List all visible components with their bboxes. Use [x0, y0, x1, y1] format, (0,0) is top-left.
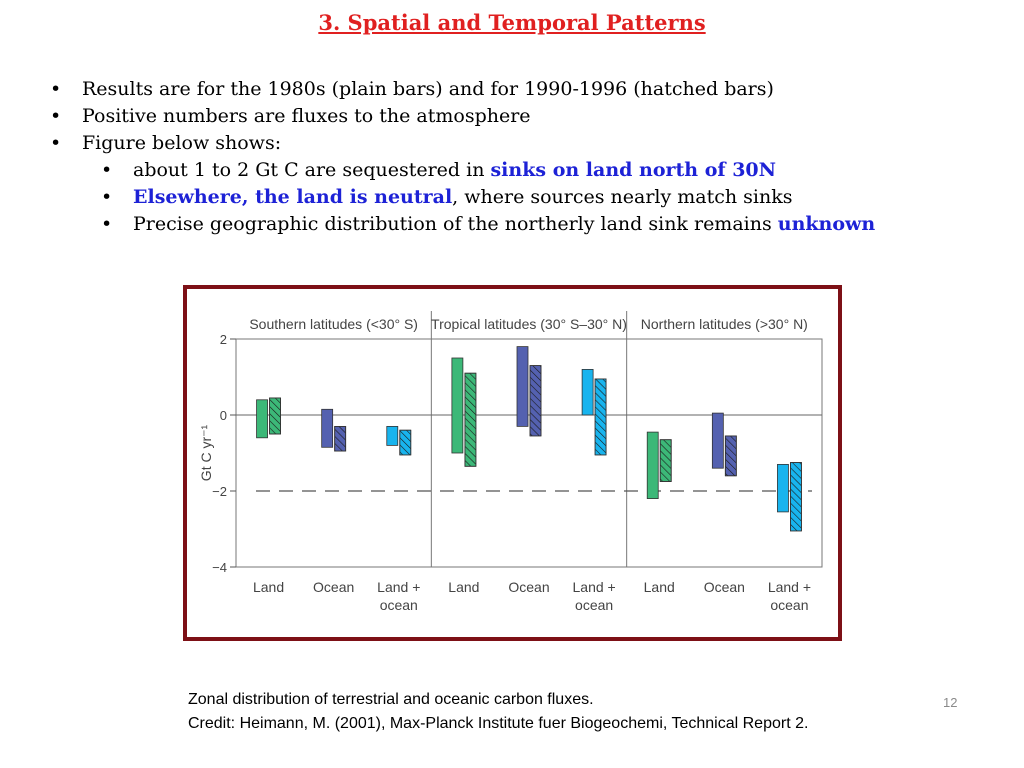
bar-plain [321, 408, 334, 448]
bullet-text: Elsewhere, the land is neutral [133, 186, 453, 208]
bullet-dot-icon: • [101, 213, 113, 235]
bar-hatched [659, 439, 672, 482]
y-tick-label: −4 [212, 560, 227, 575]
sub-bullet-1: • about 1 to 2 Gt C are sequestered in si… [50, 157, 875, 184]
bar-plain [646, 431, 659, 500]
category-label: Land [448, 579, 479, 595]
caption-line-1: Zonal distribution of terrestrial and oc… [188, 691, 594, 708]
bar-hatched [790, 462, 802, 532]
zone-label: Northern latitudes (>30° N) [641, 316, 808, 332]
figure-caption: Zonal distribution of terrestrial and oc… [188, 688, 808, 736]
bar-hatched [529, 365, 542, 437]
bullet-1: • Results are for the 1980s (plain bars) … [50, 76, 875, 103]
bullet-dot-icon: • [50, 132, 62, 154]
bar-plain [711, 412, 724, 469]
category-label: Ocean [704, 579, 745, 595]
bar-plain [256, 399, 268, 439]
bullet-text: Figure below shows: [82, 132, 282, 154]
bullet-text: Results are for the 1980s (plain bars) a… [82, 78, 774, 100]
bar-hatched [724, 435, 737, 477]
sub-bullet-2: • Elsewhere, the land is neutral, where s… [50, 184, 875, 211]
bullet-text: Precise geographic distribution of the n… [133, 213, 778, 235]
category-label: Land + ocean [573, 579, 616, 613]
bullet-2: • Positive numbers are fluxes to the atmo… [50, 103, 875, 130]
bullet-3: • Figure below shows: [50, 130, 875, 157]
bullet-dot-icon: • [50, 105, 62, 127]
bullet-text: sinks on land north of 30N [490, 159, 777, 181]
bullet-dot-icon: • [101, 186, 113, 208]
caption-line-2: Credit: Heimann, M. (2001), Max-Planck I… [188, 715, 809, 732]
y-tick-label: 0 [220, 408, 227, 423]
bar-plain [386, 425, 399, 446]
y-tick-label: 2 [220, 332, 227, 347]
y-axis-label: Gt C yr⁻¹ [198, 424, 214, 481]
bar-plain [516, 346, 529, 427]
page-number: 12 [943, 695, 958, 710]
bullet-dot-icon: • [50, 78, 62, 100]
plot-frame [235, 338, 823, 568]
bar-hatched [269, 397, 281, 435]
bar-plain [451, 357, 464, 454]
bullet-text: about 1 to 2 Gt C are sequestered in [133, 159, 491, 181]
category-label: Land [253, 579, 284, 595]
slide-title: 3. Spatial and Temporal Patterns [318, 10, 706, 35]
category-label: Land + ocean [377, 579, 420, 613]
bar-hatched [334, 425, 347, 452]
zone-label: Southern latitudes (<30° S) [249, 316, 418, 332]
bar-hatched [594, 378, 607, 456]
y-tick-label: −2 [212, 484, 227, 499]
zone-label: Tropical latitudes (30° S–30° N) [431, 316, 627, 332]
bullet-text: unknown [777, 213, 876, 235]
category-label: Ocean [508, 579, 549, 595]
bar-plain [777, 463, 789, 513]
category-label: Land + ocean [768, 579, 811, 613]
bullet-text: , where sources nearly match sinks [452, 186, 793, 208]
sub-bullet-3: • Precise geographic distribution of the … [50, 211, 875, 238]
bar-plain [581, 369, 594, 416]
figure-frame: 2 0 −2 −4 Gt C yr⁻¹ Southern latitudes (<30° … [183, 285, 842, 641]
bullet-text: Positive numbers are fluxes to the atmos… [82, 105, 531, 127]
bullet-list: • Results are for the 1980s (plain bars) … [50, 76, 875, 238]
category-label: Land [644, 579, 675, 595]
bar-hatched [464, 372, 477, 467]
bullet-dot-icon: • [101, 159, 113, 181]
flux-chart: 2 0 −2 −4 Gt C yr⁻¹ Southern latitudes (<30° … [198, 311, 823, 613]
bar-hatched [399, 429, 412, 456]
category-label: Ocean [313, 579, 354, 595]
